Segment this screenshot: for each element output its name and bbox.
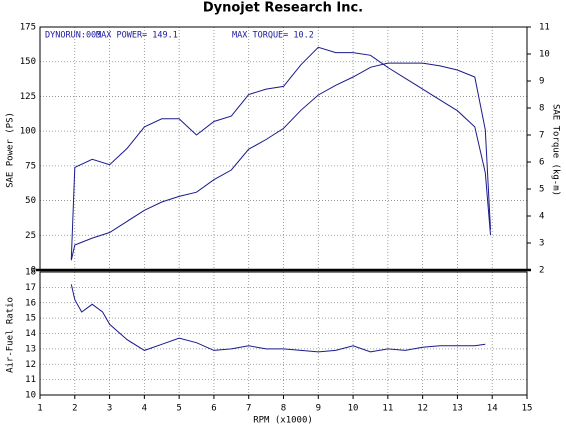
y2-tick-label: 2 bbox=[539, 266, 544, 276]
y-axis-label: Air-Fuel Ratio bbox=[6, 297, 16, 373]
x-tick-label: 13 bbox=[452, 404, 463, 414]
x-tick-label: 1 bbox=[37, 404, 42, 414]
x-tick-label: 4 bbox=[142, 404, 147, 414]
annotation: DYNORUN:003 bbox=[45, 31, 101, 41]
y-tick-label: 75 bbox=[25, 161, 36, 171]
y2-tick-label: 7 bbox=[539, 131, 544, 141]
x-tick-label: 5 bbox=[176, 404, 181, 414]
data-line bbox=[70, 46, 491, 260]
y2-tick-label: 6 bbox=[539, 158, 544, 168]
y-tick-label: 17 bbox=[25, 283, 36, 293]
y-tick-label: 50 bbox=[25, 196, 36, 206]
x-tick-label: 3 bbox=[107, 404, 112, 414]
y2-axis-label: SAE Torque (kg-m) bbox=[551, 104, 561, 196]
y-tick-label: 18 bbox=[25, 268, 36, 278]
x-tick-label: 2 bbox=[72, 404, 77, 414]
y-tick-label: 125 bbox=[20, 92, 36, 102]
x-tick-label: 12 bbox=[417, 404, 428, 414]
y-axis-label: SAE Power (PS) bbox=[6, 112, 16, 188]
chart-title: Dynojet Research Inc. bbox=[203, 1, 363, 16]
x-tick-label: 10 bbox=[348, 404, 359, 414]
y2-tick-label: 11 bbox=[539, 23, 550, 33]
x-axis-label: RPM (x1000) bbox=[253, 416, 313, 426]
data-line bbox=[70, 62, 491, 261]
y2-tick-label: 10 bbox=[539, 50, 550, 60]
y2-tick-label: 5 bbox=[539, 185, 544, 195]
y2-tick-label: 3 bbox=[539, 239, 544, 249]
y-tick-label: 100 bbox=[20, 127, 36, 137]
y-tick-label: 0 bbox=[31, 266, 36, 276]
y-tick-label: 16 bbox=[25, 298, 36, 308]
data-line bbox=[70, 284, 486, 353]
y-tick-label: 12 bbox=[25, 360, 36, 370]
y2-tick-label: 4 bbox=[539, 212, 544, 222]
y-tick-label: 175 bbox=[20, 23, 36, 33]
plot-frame bbox=[39, 271, 528, 396]
x-tick-label: 11 bbox=[382, 404, 393, 414]
x-tick-label: 9 bbox=[316, 404, 321, 414]
y-tick-label: 25 bbox=[25, 231, 36, 241]
x-tick-label: 6 bbox=[211, 404, 216, 414]
y-tick-label: 13 bbox=[25, 344, 36, 354]
y-tick-label: 10 bbox=[25, 391, 36, 401]
annotation: MAX TORQUE= 10.2 bbox=[232, 31, 314, 41]
annotation: MAX POWER= 149.1 bbox=[96, 31, 178, 41]
x-tick-label: 15 bbox=[522, 404, 533, 414]
y-tick-label: 11 bbox=[25, 375, 36, 385]
y2-tick-label: 9 bbox=[539, 77, 544, 87]
y-tick-label: 14 bbox=[25, 329, 36, 339]
x-tick-label: 14 bbox=[487, 404, 498, 414]
y-tick-label: 15 bbox=[25, 314, 36, 324]
y2-tick-label: 8 bbox=[539, 104, 544, 114]
x-tick-label: 7 bbox=[246, 404, 251, 414]
y-tick-label: 150 bbox=[20, 57, 36, 67]
x-tick-label: 8 bbox=[281, 404, 286, 414]
